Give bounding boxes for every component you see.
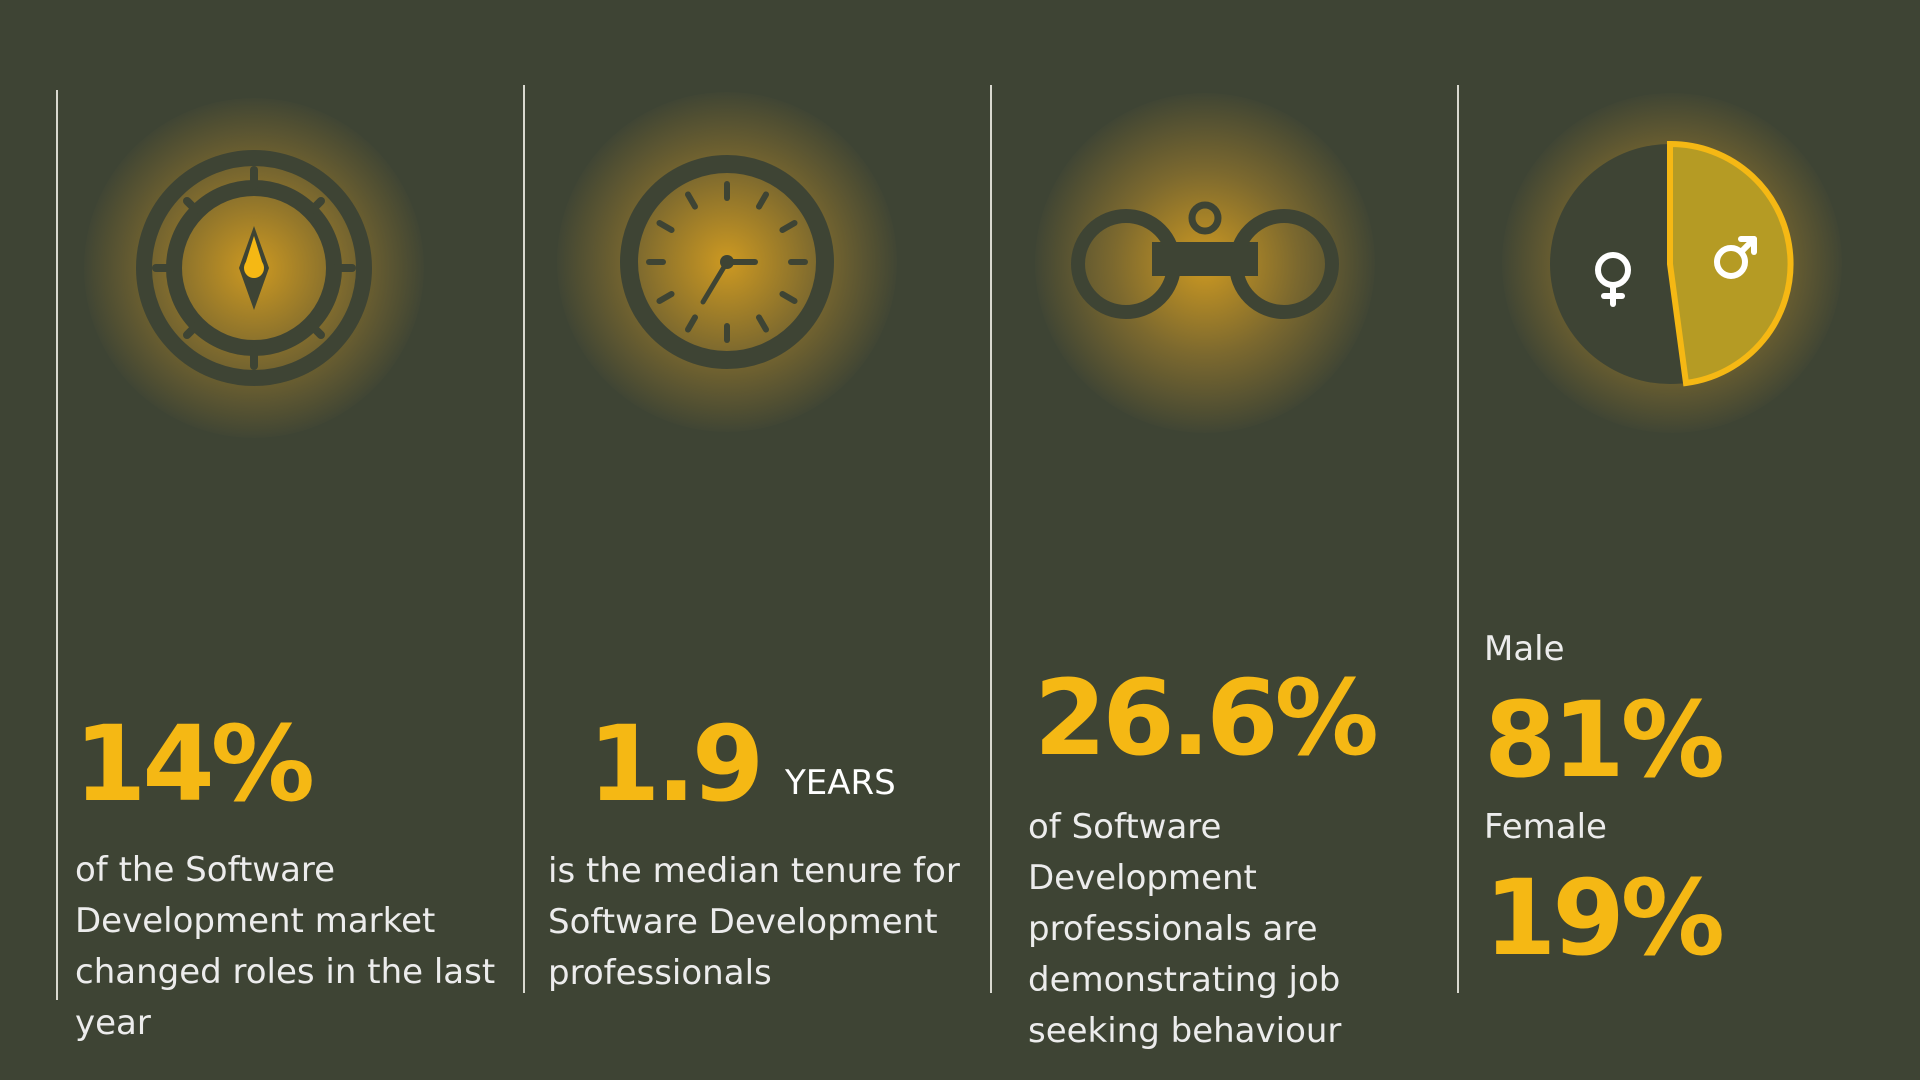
female-symbol-icon bbox=[1595, 252, 1631, 307]
column-divider bbox=[56, 90, 58, 1000]
male-share-wedge bbox=[1667, 140, 1794, 387]
female-percentage: 19% bbox=[1484, 857, 1725, 979]
clock-tick bbox=[685, 314, 698, 333]
column-divider bbox=[523, 85, 525, 993]
clock-tick bbox=[656, 291, 675, 304]
compass-icon bbox=[136, 150, 372, 386]
male-percentage: 81% bbox=[1484, 679, 1725, 801]
stat-description-median-tenure: is the median tenure for Software Develo… bbox=[548, 851, 960, 993]
clock-tick bbox=[756, 191, 769, 210]
binoculars-icon bbox=[1071, 201, 1339, 319]
stat-description-market-change: of the Software Development market chang… bbox=[75, 850, 496, 1043]
stat-value-market-change: 14% bbox=[74, 703, 315, 825]
stat-value-median-tenure: 1.9 bbox=[588, 703, 764, 825]
column-divider bbox=[1457, 85, 1459, 993]
clock-tick bbox=[779, 220, 798, 233]
gender-split-icon bbox=[1550, 140, 1794, 387]
clock-icon bbox=[620, 155, 834, 369]
stat-description-job-seeking: of Software Development professionals ar… bbox=[1028, 807, 1342, 1051]
stat-unit-years: YEARS bbox=[785, 763, 896, 803]
clock-tick bbox=[779, 291, 798, 304]
clock-tick bbox=[685, 191, 698, 210]
male-label: Male bbox=[1484, 629, 1565, 669]
stat-value-job-seeking: 26.6% bbox=[1034, 657, 1379, 779]
clock-tick bbox=[656, 220, 675, 233]
male-symbol-icon bbox=[1714, 236, 1757, 279]
clock-tick bbox=[756, 314, 769, 333]
female-label: Female bbox=[1484, 807, 1607, 847]
column-divider bbox=[990, 85, 992, 993]
